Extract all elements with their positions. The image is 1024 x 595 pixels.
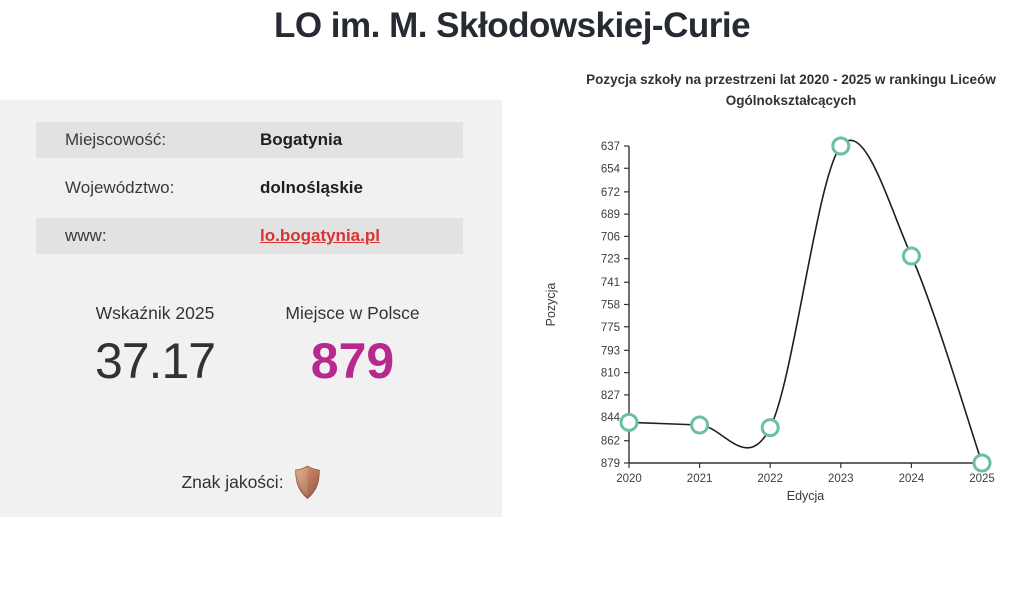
info-row-voivodeship: Województwo: dolnośląskie xyxy=(36,170,463,206)
score-stat: Wskaźnik 2025 37.17 xyxy=(40,303,270,386)
info-rows: Miejscowość: Bogatynia Województwo: doln… xyxy=(0,100,502,254)
page-title: LO im. M. Skłodowskiej-Curie xyxy=(273,6,751,45)
x-tick-label: 2021 xyxy=(687,473,713,485)
website-label: www: xyxy=(65,226,107,245)
x-tick-label: 2024 xyxy=(899,473,925,485)
y-tick-label: 862 xyxy=(601,436,620,448)
y-tick-label: 758 xyxy=(601,300,620,312)
y-tick-label: 672 xyxy=(601,187,620,199)
x-tick-label: 2023 xyxy=(828,473,854,485)
school-info-panel: Miejscowość: Bogatynia Województwo: doln… xyxy=(0,100,502,517)
y-tick-label: 706 xyxy=(601,231,620,243)
website-link[interactable]: lo.bogatynia.pl xyxy=(260,226,380,245)
city-value: Bogatynia xyxy=(260,130,343,149)
rank-value: 879 xyxy=(310,333,395,389)
y-axis-label: Pozycja xyxy=(544,283,558,327)
bronze-shield-icon xyxy=(294,465,320,499)
y-tick-label: 654 xyxy=(601,163,621,175)
voivodeship-label: Województwo: xyxy=(65,178,175,197)
data-point-marker xyxy=(760,418,780,438)
x-axis-label: Edycja xyxy=(787,489,825,503)
axis-spines xyxy=(628,146,990,464)
info-row-website: www: lo.bogatynia.pl xyxy=(36,218,463,254)
city-label: Miejscowość: xyxy=(65,130,167,149)
position-chart-svg: 637 654 672 689 706 723 741 758 775 793 810 827 844 8… xyxy=(544,136,995,503)
info-row-city: Miejscowość: Bogatynia xyxy=(36,122,463,158)
data-point-marker xyxy=(619,412,639,432)
data-point-marker xyxy=(831,136,851,156)
voivodeship-value: dolnośląskie xyxy=(260,178,363,197)
y-tick-label: 844 xyxy=(601,412,621,424)
score-label: Wskaźnik 2025 xyxy=(95,303,215,323)
x-tick-label: 2025 xyxy=(969,473,995,485)
series-line xyxy=(628,139,983,464)
quality-label: Znak jakości: xyxy=(181,472,284,492)
y-tick-label: 689 xyxy=(601,209,620,221)
y-tick-label: 793 xyxy=(601,345,620,357)
y-tick-label: 810 xyxy=(601,368,620,380)
rank-label: Miejsce w Polsce xyxy=(285,303,420,323)
y-tick-label: 637 xyxy=(601,141,620,153)
y-tick-label: 775 xyxy=(601,322,620,334)
data-point-marker xyxy=(690,415,710,435)
y-tick-label: 741 xyxy=(601,277,620,289)
x-tick-label: 2020 xyxy=(616,473,642,485)
quality-row: Znak jakości: xyxy=(0,465,502,500)
y-tick-label: 723 xyxy=(601,254,620,266)
data-point-marker xyxy=(972,453,992,473)
data-point-marker xyxy=(901,246,921,266)
y-tick-label: 879 xyxy=(601,458,620,470)
x-tick-label: 2022 xyxy=(757,473,783,485)
y-tick-label: 827 xyxy=(601,390,620,402)
rank-stat: Miejsce w Polsce 879 xyxy=(240,303,465,386)
score-value: 37.17 xyxy=(94,333,216,389)
chart-title: Pozycja szkoły na przestrzeni lat 2020 -… xyxy=(586,72,996,108)
